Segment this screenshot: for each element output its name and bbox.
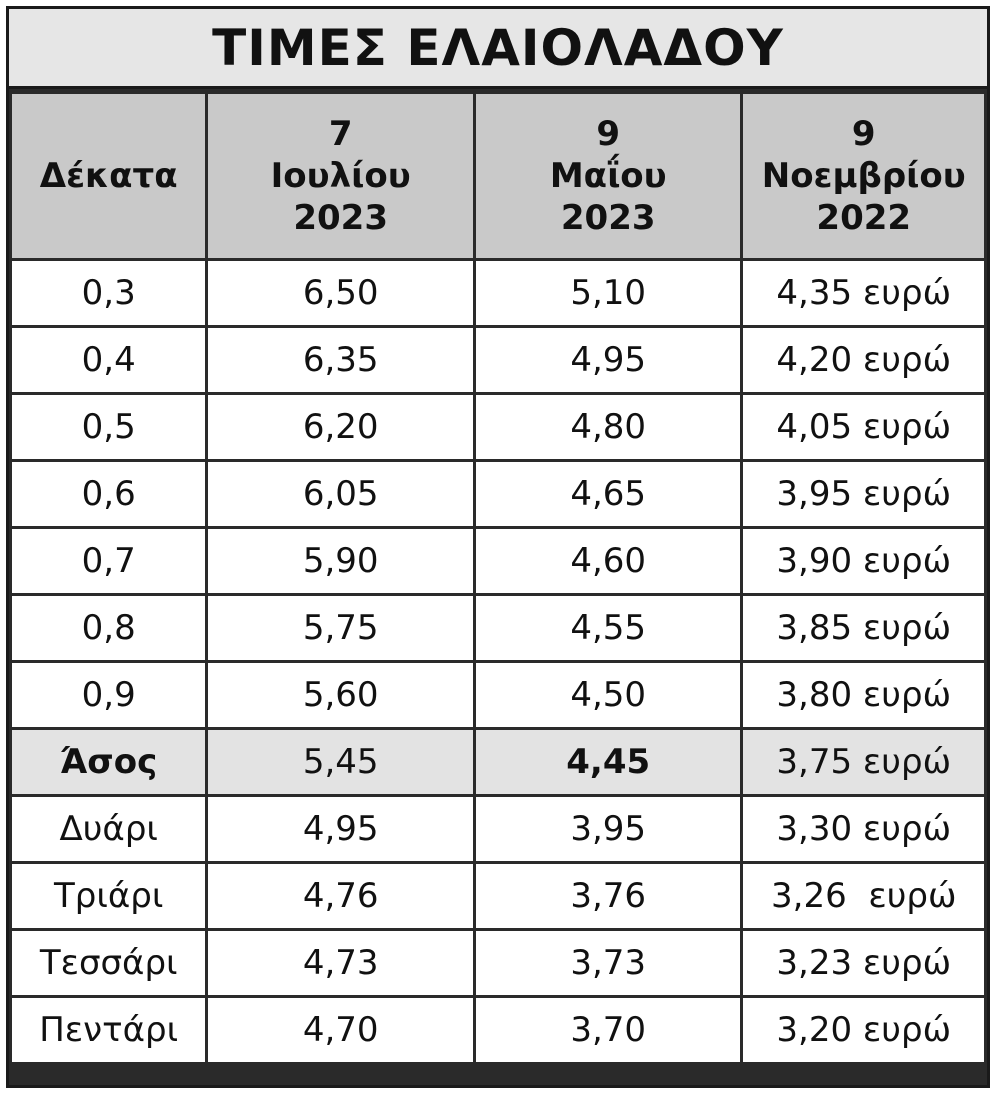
header-day: 9	[851, 114, 876, 154]
price-nov-2022-cell: 3,26 ευρώ	[743, 864, 984, 928]
header-month: Νοεμβρίου	[761, 156, 966, 196]
price-nov-2022-cell: 3,75 ευρώ	[743, 730, 984, 794]
header-may-2023: 9 Μαΐου 2023	[475, 94, 741, 258]
header-jul-2023: 7 Ιουλίου 2023	[208, 94, 473, 258]
price-jul-2023-cell: 6,35	[208, 328, 473, 392]
price-jul-2023-cell: 4,73	[208, 931, 473, 995]
price-may-2023-cell: 3,95	[475, 797, 741, 861]
table-row: Τριάρι 4,76 3,76 3,26 ευρώ	[12, 864, 984, 928]
price-nov-2022-cell: 3,80 ευρώ	[743, 663, 984, 727]
price-jul-2023-cell: 5,60	[208, 663, 473, 727]
table-row: 0,3 6,50 5,10 4,35 ευρώ	[12, 261, 984, 325]
price-may-2023-cell: 4,95	[475, 328, 741, 392]
table-row: Τεσσάρι 4,73 3,73 3,23 ευρώ	[12, 931, 984, 995]
price-nov-2022-cell: 4,05 ευρώ	[743, 395, 984, 459]
price-may-2023-cell: 4,60	[475, 529, 741, 593]
price-jul-2023-cell: 6,05	[208, 462, 473, 526]
price-jul-2023-cell: 6,20	[208, 395, 473, 459]
grade-cell: Τεσσάρι	[12, 931, 206, 995]
header-grade: Δέκατα	[12, 94, 206, 258]
price-jul-2023-cell: 4,70	[208, 998, 473, 1062]
price-may-2023-cell: 4,65	[475, 462, 741, 526]
price-jul-2023-cell: 5,45	[208, 730, 473, 794]
price-nov-2022-cell: 3,95 ευρώ	[743, 462, 984, 526]
table-row-highlighted: Άσος 5,45 4,45 3,75 ευρώ	[12, 730, 984, 794]
price-jul-2023-cell: 6,50	[208, 261, 473, 325]
grade-cell: Τριάρι	[12, 864, 206, 928]
table-title: ΤΙΜΕΣ ΕΛΑΙΟΛΑΔΟΥ	[212, 18, 784, 77]
price-nov-2022-cell: 4,20 ευρώ	[743, 328, 984, 392]
title-bar: ΤΙΜΕΣ ΕΛΑΙΟΛΑΔΟΥ	[9, 9, 987, 89]
table-row: 0,4 6,35 4,95 4,20 ευρώ	[12, 328, 984, 392]
price-nov-2022-cell: 3,90 ευρώ	[743, 529, 984, 593]
header-day: 9	[596, 114, 621, 154]
price-may-2023-cell: 4,45	[475, 730, 741, 794]
price-nov-2022-cell: 4,35 ευρώ	[743, 261, 984, 325]
grade-cell: 0,3	[12, 261, 206, 325]
grade-cell: 0,8	[12, 596, 206, 660]
grade-cell: 0,6	[12, 462, 206, 526]
table-row: Δυάρι 4,95 3,95 3,30 ευρώ	[12, 797, 984, 861]
olive-oil-price-table: Δέκατα 7 Ιουλίου 2023 9 Μαΐου 2023 9 Νοε…	[9, 91, 987, 1065]
grade-cell: 0,7	[12, 529, 206, 593]
header-grade-label: Δέκατα	[39, 156, 178, 196]
grade-cell: 0,9	[12, 663, 206, 727]
grade-cell: Δυάρι	[12, 797, 206, 861]
header-month: Μαΐου	[549, 156, 667, 196]
price-nov-2022-cell: 3,85 ευρώ	[743, 596, 984, 660]
price-may-2023-cell: 4,80	[475, 395, 741, 459]
price-may-2023-cell: 4,50	[475, 663, 741, 727]
grade-cell: 0,4	[12, 328, 206, 392]
price-may-2023-cell: 4,55	[475, 596, 741, 660]
header-row: Δέκατα 7 Ιουλίου 2023 9 Μαΐου 2023 9 Νοε…	[12, 94, 984, 258]
header-year: 2022	[816, 198, 912, 238]
header-nov-2022: 9 Νοεμβρίου 2022	[743, 94, 984, 258]
grade-cell: Άσος	[12, 730, 206, 794]
table-row: 0,7 5,90 4,60 3,90 ευρώ	[12, 529, 984, 593]
header-year: 2023	[560, 198, 656, 238]
table-row: 0,9 5,60 4,50 3,80 ευρώ	[12, 663, 984, 727]
price-jul-2023-cell: 5,90	[208, 529, 473, 593]
grade-cell: 0,5	[12, 395, 206, 459]
price-jul-2023-cell: 5,75	[208, 596, 473, 660]
grade-cell: Πεντάρι	[12, 998, 206, 1062]
table-row: Πεντάρι 4,70 3,70 3,20 ευρώ	[12, 998, 984, 1062]
price-jul-2023-cell: 4,95	[208, 797, 473, 861]
price-table-frame: ΤΙΜΕΣ ΕΛΑΙΟΛΑΔΟΥ Δέκατα 7 Ιουλίου 2023 9…	[6, 6, 990, 1088]
price-may-2023-cell: 5,10	[475, 261, 741, 325]
price-nov-2022-cell: 3,23 ευρώ	[743, 931, 984, 995]
price-may-2023-cell: 3,76	[475, 864, 741, 928]
header-year: 2023	[293, 198, 388, 238]
header-month: Ιουλίου	[270, 156, 411, 196]
price-jul-2023-cell: 4,76	[208, 864, 473, 928]
price-may-2023-cell: 3,70	[475, 998, 741, 1062]
table-row: 0,8 5,75 4,55 3,85 ευρώ	[12, 596, 984, 660]
header-day: 7	[328, 114, 353, 154]
price-nov-2022-cell: 3,30 ευρώ	[743, 797, 984, 861]
price-nov-2022-cell: 3,20 ευρώ	[743, 998, 984, 1062]
table-row: 0,6 6,05 4,65 3,95 ευρώ	[12, 462, 984, 526]
price-may-2023-cell: 3,73	[475, 931, 741, 995]
table-row: 0,5 6,20 4,80 4,05 ευρώ	[12, 395, 984, 459]
